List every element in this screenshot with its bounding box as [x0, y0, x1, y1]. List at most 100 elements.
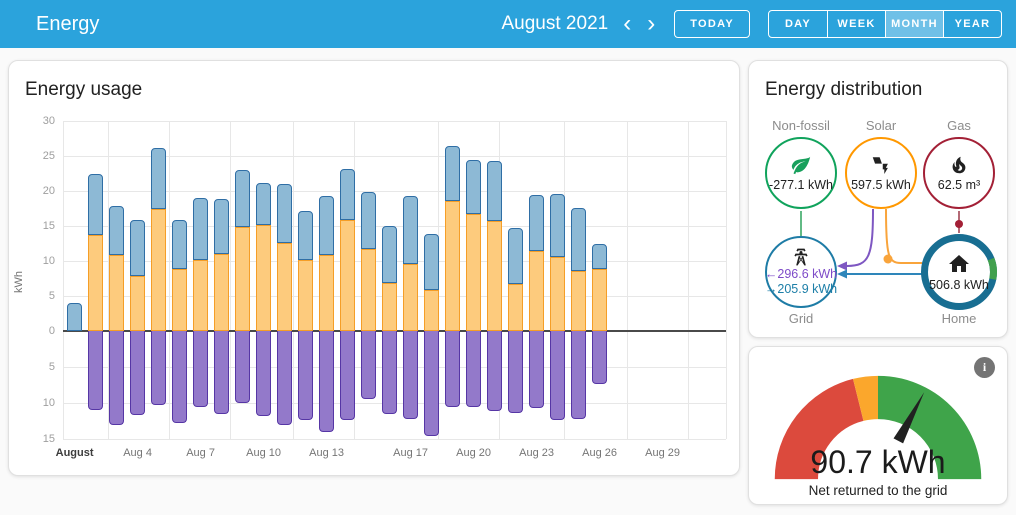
x-tick-label: August	[55, 447, 94, 459]
grid-consumption-bar-segment[interactable]	[549, 193, 565, 257]
return-to-grid-bar-segment[interactable]	[129, 331, 145, 415]
view-day-button[interactable]: DAY	[769, 11, 827, 37]
grid-consumption-bar-segment[interactable]	[213, 199, 229, 254]
return-to-grid-bar-segment[interactable]	[549, 331, 565, 421]
return-to-grid-bar-segment[interactable]	[87, 331, 103, 411]
return-to-grid-bar-segment[interactable]	[570, 331, 586, 419]
grid-consumption-bar-segment[interactable]	[507, 228, 523, 285]
grid-consumption-bar-segment[interactable]	[360, 191, 376, 250]
grid-consumption-bar-segment[interactable]	[570, 207, 586, 271]
return-to-grid-bar-segment[interactable]	[213, 331, 229, 414]
return-to-grid-bar-segment[interactable]	[276, 331, 292, 426]
solar-bar-segment[interactable]	[318, 255, 334, 331]
grid-consumption-bar-segment[interactable]	[87, 173, 103, 236]
solar-bar-segment[interactable]	[465, 214, 481, 331]
home-node[interactable]: 506.8 kWh	[921, 234, 997, 310]
solar-bar-segment[interactable]	[276, 242, 292, 331]
info-icon[interactable]: i	[974, 357, 995, 378]
solar-bar-segment[interactable]	[87, 235, 103, 331]
return-to-grid-bar-segment[interactable]	[591, 331, 607, 385]
solar-bar-segment[interactable]	[339, 219, 355, 331]
view-month-button[interactable]: MONTH	[885, 11, 943, 37]
return-to-grid-bar-segment[interactable]	[486, 331, 502, 411]
view-week-button[interactable]: WEEK	[827, 11, 885, 37]
solar-bar-segment[interactable]	[150, 209, 166, 331]
grid-consumption-bar-segment[interactable]	[423, 233, 439, 290]
solar-node[interactable]: 597.5 kWh	[845, 137, 917, 209]
energy-usage-chart[interactable]: 30 25 20 15 10 5 0 5 10 15 August Aug 4 Aug 7 Aug 10 A…	[9, 61, 739, 475]
return-to-grid-bar-segment[interactable]	[150, 331, 166, 406]
grid-consumption-bar-segment[interactable]	[171, 219, 187, 269]
grid-consumption-bar-segment[interactable]	[318, 195, 334, 256]
flow-line-solar-grid	[842, 208, 874, 267]
grid-consumption-bar-segment[interactable]	[402, 195, 418, 264]
home-icon	[947, 252, 971, 276]
solar-bar-segment[interactable]	[486, 221, 502, 331]
gas-node[interactable]: 62.5 m³	[923, 137, 995, 209]
next-period-button[interactable]: ›	[642, 12, 660, 36]
return-to-grid-bar-segment[interactable]	[360, 331, 376, 400]
return-to-grid-bar-segment[interactable]	[255, 331, 271, 416]
solar-bar-segment[interactable]	[297, 260, 313, 331]
solar-bar-segment[interactable]	[234, 226, 250, 331]
view-year-button[interactable]: YEAR	[943, 11, 1001, 37]
grid-consumption-bar-segment[interactable]	[591, 244, 607, 269]
solar-bar-segment[interactable]	[423, 289, 439, 331]
grid-consumption-bar-segment[interactable]	[486, 160, 502, 222]
solar-bar-segment[interactable]	[402, 263, 418, 331]
grid-consumption-bar-segment[interactable]	[129, 220, 145, 277]
today-button[interactable]: TODAY	[674, 10, 750, 38]
grid-consumption-bar-segment[interactable]	[528, 195, 544, 252]
solar-bar-segment[interactable]	[381, 282, 397, 331]
grid-consumption-bar-segment[interactable]	[276, 184, 292, 243]
return-to-grid-bar-segment[interactable]	[108, 331, 124, 426]
solar-bar-segment[interactable]	[528, 251, 544, 331]
non-fossil-node[interactable]: -277.1 kWh	[765, 137, 837, 209]
grid-consumption-bar-segment[interactable]	[444, 145, 460, 201]
grid-consumption-bar-segment[interactable]	[465, 159, 481, 215]
return-to-grid-bar-segment[interactable]	[192, 331, 208, 407]
grid-consumption-bar-segment[interactable]	[234, 170, 250, 227]
grid-node[interactable]: ←296.6 kWh →205.9 kWh	[765, 236, 837, 308]
solar-bar-segment[interactable]	[549, 256, 565, 331]
return-to-grid-bar-segment[interactable]	[423, 331, 439, 437]
grid-consumption-bar-segment[interactable]	[381, 226, 397, 283]
grid-consumption-bar-segment[interactable]	[108, 205, 124, 255]
gridline	[626, 121, 628, 439]
return-to-grid-bar-segment[interactable]	[171, 331, 187, 424]
solar-bar-segment[interactable]	[213, 254, 229, 331]
return-to-grid-bar-segment[interactable]	[297, 331, 313, 420]
return-to-grid-bar-segment[interactable]	[402, 331, 418, 419]
return-to-grid-bar-segment[interactable]	[381, 331, 397, 414]
grid-consumption-bar-segment[interactable]	[297, 211, 313, 261]
solar-bar-segment[interactable]	[570, 270, 586, 331]
solar-bar-segment[interactable]	[129, 276, 145, 331]
solar-bar-segment[interactable]	[108, 254, 124, 331]
transmission-tower-icon	[791, 247, 811, 267]
return-to-grid-bar-segment[interactable]	[507, 331, 523, 414]
return-to-grid-bar-segment[interactable]	[528, 331, 544, 409]
prev-period-button[interactable]: ‹	[618, 12, 636, 36]
net-returned-gauge-card: i 90.7 kWh Net returned to the grid	[748, 346, 1008, 505]
return-to-grid-bar-segment[interactable]	[318, 331, 334, 432]
grid-consumption-bar-segment[interactable]	[150, 147, 166, 210]
solar-bar-segment[interactable]	[360, 249, 376, 331]
solar-bar-segment[interactable]	[507, 284, 523, 331]
solar-bar-segment[interactable]	[192, 260, 208, 331]
solar-bar-segment[interactable]	[171, 268, 187, 331]
y-tick-label: 0	[48, 325, 55, 337]
gridline	[230, 121, 231, 439]
non-fossil-value: -277.1 kWh	[769, 178, 833, 192]
x-tick-label: Aug 13	[309, 447, 345, 459]
grid-consumption-bar-segment[interactable]	[66, 303, 82, 331]
return-to-grid-bar-segment[interactable]	[234, 331, 250, 403]
solar-bar-segment[interactable]	[444, 200, 460, 331]
return-to-grid-bar-segment[interactable]	[465, 331, 481, 408]
solar-bar-segment[interactable]	[255, 225, 271, 331]
return-to-grid-bar-segment[interactable]	[339, 331, 355, 421]
solar-bar-segment[interactable]	[591, 268, 607, 331]
grid-consumption-bar-segment[interactable]	[192, 198, 208, 261]
grid-consumption-bar-segment[interactable]	[339, 169, 355, 220]
return-to-grid-bar-segment[interactable]	[444, 331, 460, 408]
grid-consumption-bar-segment[interactable]	[255, 183, 271, 226]
